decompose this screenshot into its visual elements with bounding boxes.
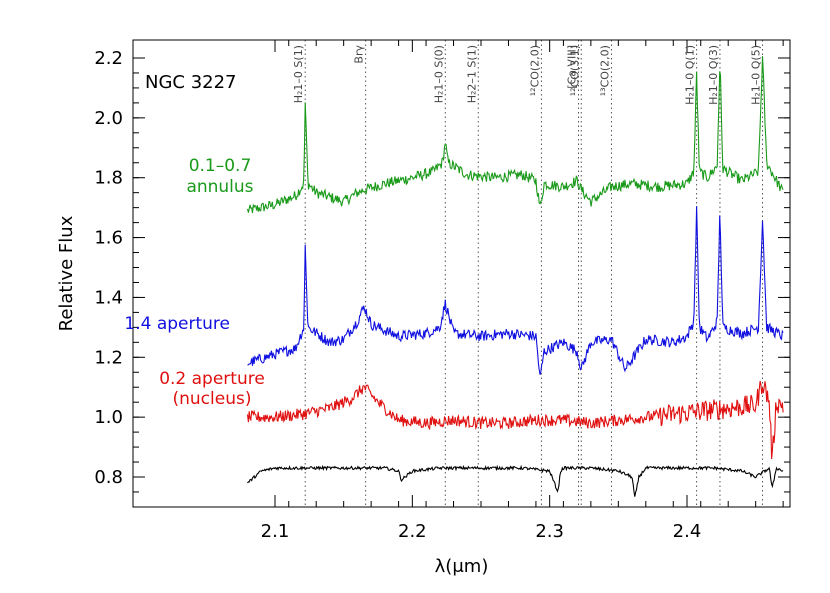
y-tick-label: 1.0 [94, 407, 123, 428]
line-marker-label: H₂1–0 S(0) [432, 45, 445, 103]
line-marker-label: [Ca VIII] [566, 45, 579, 89]
plot-frame [132, 39, 791, 508]
line-marker-label: H₂1–0 Q(3) [707, 45, 720, 105]
x-axis: 2.1 2.2 2.3 2.4 [261, 40, 784, 542]
line-marker-label: ¹²CO(3,1) [568, 45, 581, 96]
x-tick-label: 2.3 [535, 521, 564, 542]
series-line [246, 56, 784, 214]
x-axis-label: λ(μm) [435, 556, 489, 577]
y-axis-label: Relative Flux [56, 215, 77, 331]
marker-labels: H₂1–0 S(1) Brγ H₂1–0 S(0) H₂2–1 S(1) ¹²CO(2,… [292, 45, 762, 105]
series-line [246, 380, 784, 460]
line-marker-label: ¹²CO(2,0) [528, 45, 541, 96]
line-marker-label: H₂1–0 Q(1) [684, 45, 697, 105]
series-label: 0.1–0.7 [189, 156, 252, 176]
series-group [246, 56, 784, 497]
y-tick-label: 2.2 [94, 48, 123, 69]
series-line [247, 464, 784, 497]
line-marker-label: ¹³CO(2,0) [598, 45, 611, 96]
y-tick-label: 1.4 [94, 287, 123, 308]
line-marker-label: H₂2–1 S(1) [465, 45, 478, 103]
y-tick-label: 1.6 [94, 228, 123, 249]
series-label: (nucleus) [173, 389, 252, 409]
x-tick-label: 2.2 [398, 521, 427, 542]
x-tick-label: 2.1 [261, 521, 290, 542]
series-label: annulus [186, 177, 253, 197]
y-tick-label: 2.0 [94, 108, 123, 129]
y-tick-label: 1.2 [94, 347, 123, 368]
series-label: 1.4 aperture [124, 314, 230, 334]
y-axis: 0.8 1.0 1.2 1.4 1.6 1.8 2.0 2.2 [94, 48, 790, 493]
y-tick-label: 1.8 [94, 168, 123, 189]
line-marker-label: H₂1–0 S(1) [292, 45, 305, 103]
series-label: 0.2 aperture [159, 369, 265, 389]
y-tick-label: 0.8 [94, 467, 123, 488]
x-tick-label: 2.4 [673, 521, 702, 542]
chart-title: NGC 3227 [145, 72, 237, 93]
series-line [247, 206, 784, 375]
line-marker-label: Brγ [353, 45, 366, 64]
line-marker-label: H₂1–0 Q(5) [750, 45, 763, 105]
